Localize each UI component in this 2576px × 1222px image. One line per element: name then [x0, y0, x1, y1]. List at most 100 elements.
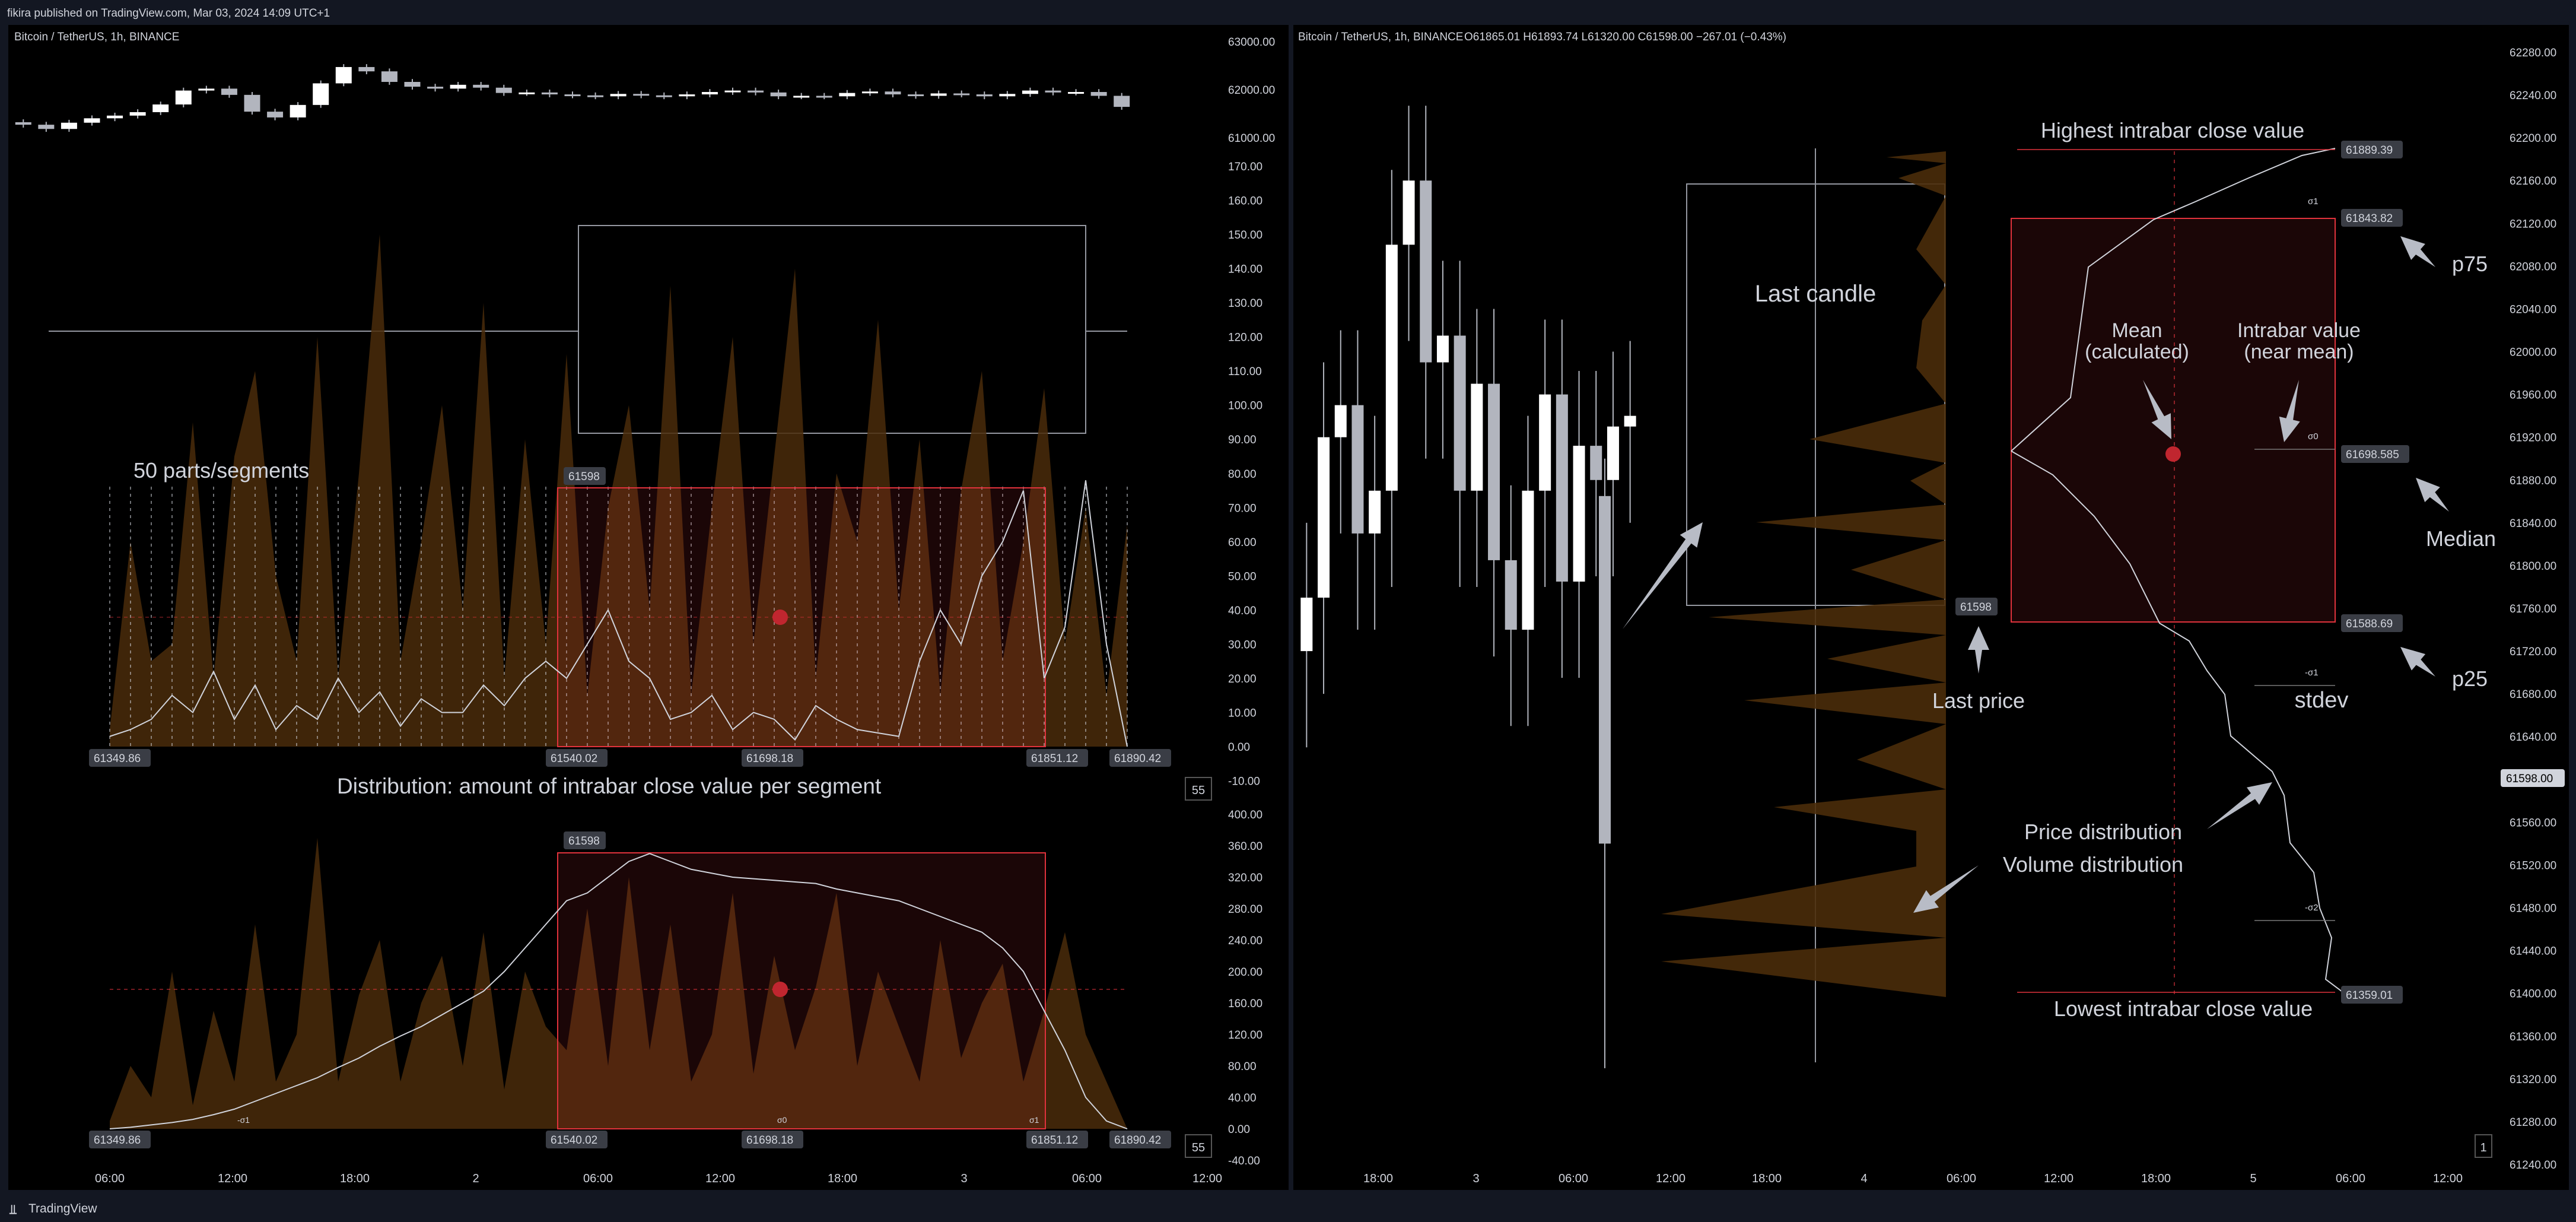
highest-annotation: Highest intrabar close value — [2041, 118, 2304, 142]
price-candle — [450, 84, 466, 89]
price-candle — [427, 87, 444, 89]
right-price-axis-tick: 62080.00 — [2510, 261, 2556, 273]
tradingview-logo-icon: ⫫ — [9, 1202, 17, 1217]
right-candle — [1607, 426, 1619, 480]
right-candle — [1505, 560, 1517, 630]
low-sigma-label: σ0 — [777, 1115, 787, 1125]
left-corner-button-label-2: 55 — [1192, 1141, 1205, 1154]
low-range-label: 61890.42 — [1114, 1134, 1161, 1147]
right-candle — [1334, 405, 1347, 437]
left-time-tick: 3 — [961, 1172, 967, 1185]
right-candle — [1318, 437, 1330, 598]
low-range-label-box — [89, 1131, 151, 1148]
low-range-label-box — [546, 1131, 608, 1148]
right-time-tick: 18:00 — [1752, 1172, 1782, 1185]
p25-value-tag-box — [2341, 614, 2403, 632]
intrabar-path-upper — [2011, 148, 2336, 452]
mean-annotation-1: Mean — [2111, 319, 2162, 342]
left-corner-button — [1185, 777, 1212, 801]
price-candle — [656, 95, 672, 97]
left-price-axis-tick: 62000.00 — [1228, 84, 1275, 97]
low-axis-tick: 400.00 — [1228, 809, 1262, 821]
right-candle — [1573, 446, 1585, 582]
right-time-tick: 18:00 — [1363, 1172, 1393, 1185]
current-price-box — [2501, 769, 2565, 787]
low-axis-tick: 200.00 — [1228, 966, 1262, 979]
lowest-annotation: Lowest intrabar close value — [2054, 996, 2313, 1021]
right-price-axis-tick: 62240.00 — [2510, 90, 2556, 102]
mid-axis-tick: 100.00 — [1228, 400, 1262, 412]
last-price-tag-box — [1955, 598, 1998, 615]
mid-range-label-box — [89, 749, 151, 767]
intrabar-path-lower — [2011, 450, 2350, 998]
right-price-axis-tick: 61920.00 — [2510, 432, 2556, 445]
low-axis-tick: 80.00 — [1228, 1061, 1257, 1073]
mid-range-label-box — [1026, 749, 1088, 767]
price-candle — [976, 94, 993, 97]
right-symbol: Bitcoin / TetherUS, 1h, BINANCE — [1298, 31, 1463, 43]
right-price-axis-tick: 61640.00 — [2510, 731, 2556, 744]
right-price-axis-tick: 61560.00 — [2510, 817, 2556, 829]
mid-range-label: 61890.42 — [1114, 753, 1161, 765]
right-candle — [1454, 335, 1466, 491]
right-price-axis-tick: 61960.00 — [2510, 389, 2556, 402]
mid-axis-tick: 90.00 — [1228, 434, 1257, 446]
mid-axis-tick: 110.00 — [1228, 366, 1262, 378]
price-candle — [999, 94, 1016, 97]
left-time-tick: 06:00 — [583, 1172, 613, 1185]
left-price-axis-tick: 63000.00 — [1228, 36, 1275, 49]
low-axis-tick: -40.00 — [1228, 1155, 1260, 1167]
right-corner-button-label: 1 — [2480, 1141, 2486, 1154]
p75-annotation: p75 — [2452, 252, 2488, 276]
price-candle — [61, 122, 77, 129]
footer-bar: ⫫ TradingView — [0, 1194, 2576, 1222]
median-value-tag-box — [2341, 445, 2409, 463]
brand-label[interactable]: TradingView — [28, 1202, 97, 1215]
price-candle — [885, 91, 901, 95]
price-candle — [1022, 90, 1038, 94]
price-candle — [564, 94, 581, 97]
right-price-axis-tick: 61800.00 — [2510, 560, 2556, 573]
last-price-arrow-icon — [1968, 626, 1989, 674]
mid-axis-tick: 120.00 — [1228, 332, 1262, 344]
low-axis-tick: 160.00 — [1228, 998, 1262, 1010]
mid-axis-tick: 20.00 — [1228, 673, 1257, 685]
right-mean-dot — [2165, 446, 2181, 462]
price-candle — [1090, 92, 1107, 96]
segments-annotation: 50 parts/segments — [133, 458, 309, 483]
price-distribution-annotation: Price distribution — [2024, 820, 2182, 844]
price-candle — [541, 92, 558, 95]
mid-axis-tick: 140.00 — [1228, 264, 1262, 276]
low-sigma-label: -σ1 — [237, 1115, 250, 1125]
right-price-axis-tick: 62000.00 — [2510, 347, 2556, 359]
price-distribution-arrow-icon — [2207, 782, 2272, 829]
left-corner-button-label: 55 — [1192, 784, 1205, 797]
last-candle-annotation: Last candle — [1755, 281, 1877, 307]
mid-range-label: 61349.86 — [94, 753, 141, 765]
right-sigma-label: -σ2 — [2305, 903, 2319, 913]
right-price-axis-tick: 61840.00 — [2510, 518, 2556, 530]
high-value-tag-box — [2341, 141, 2403, 158]
price-candle — [290, 104, 306, 118]
right-price-axis-tick: 62040.00 — [2510, 303, 2556, 316]
price-candle — [1068, 92, 1085, 94]
price-candle — [381, 71, 397, 82]
price-candle — [724, 90, 741, 93]
low-value-tag: 61359.01 — [2346, 989, 2393, 1002]
price-candle — [861, 91, 878, 94]
low-axis-tick: 280.00 — [1228, 903, 1262, 916]
price-candle — [633, 94, 650, 96]
low-mean-dot — [772, 982, 788, 997]
p75-value-tag: 61843.82 — [2346, 212, 2393, 225]
median-arrow-icon — [2416, 478, 2449, 512]
price-candle — [793, 96, 810, 98]
price-candle — [679, 94, 695, 97]
right-sigma-label: -σ1 — [2305, 668, 2319, 678]
p25-value-tag: 61588.69 — [2346, 618, 2393, 630]
left-corner-button-2 — [1185, 1134, 1212, 1158]
right-candle — [1369, 490, 1381, 534]
low-sigma-label: σ1 — [1029, 1115, 1039, 1125]
price-candle — [152, 104, 169, 112]
high-value-tag: 61889.39 — [2346, 144, 2393, 157]
